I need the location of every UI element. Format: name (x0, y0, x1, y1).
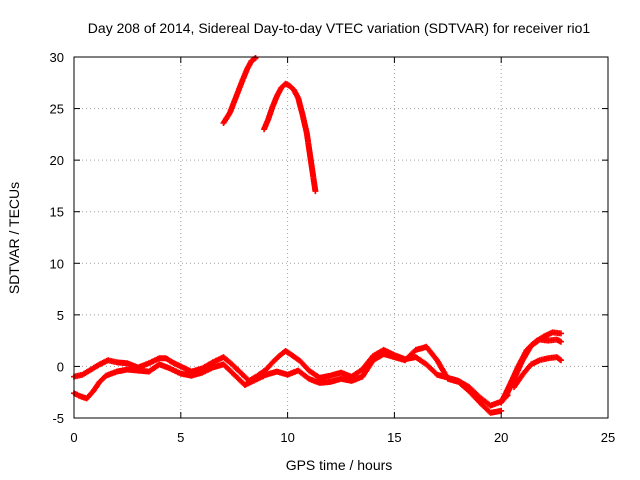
y-axis-ticks: -5 0 5 10 15 20 25 30 (50, 50, 608, 426)
y-axis-label: SDTVAR / TECUs (6, 182, 22, 294)
y-tick-label: 25 (50, 102, 64, 117)
plot-frame (73, 56, 609, 419)
y-tick-label: 20 (50, 153, 64, 168)
y-tick-label: 10 (50, 256, 64, 271)
x-tick-label: 15 (387, 430, 401, 445)
series-track-e (511, 354, 564, 391)
x-tick-label: 0 (70, 430, 77, 445)
data-points (71, 55, 564, 416)
x-tick-label: 20 (494, 430, 508, 445)
x-tick-label: 5 (177, 430, 184, 445)
x-tick-label: 25 (601, 430, 615, 445)
y-tick-label: 0 (57, 359, 64, 374)
series-track-f (220, 55, 259, 126)
y-tick-label: 15 (50, 205, 64, 220)
y-tick-label: 30 (50, 50, 64, 65)
series-track-d (502, 336, 564, 401)
x-axis-label: GPS time / hours (286, 457, 393, 473)
series-track-g (261, 80, 319, 195)
x-tick-label: 10 (280, 430, 294, 445)
y-tick-label: -5 (52, 411, 64, 426)
x-axis-ticks: 0 5 10 15 20 25 (70, 57, 615, 445)
y-tick-label: 5 (57, 308, 64, 323)
chart-title: Day 208 of 2014, Sidereal Day-to-day VTE… (88, 20, 591, 36)
